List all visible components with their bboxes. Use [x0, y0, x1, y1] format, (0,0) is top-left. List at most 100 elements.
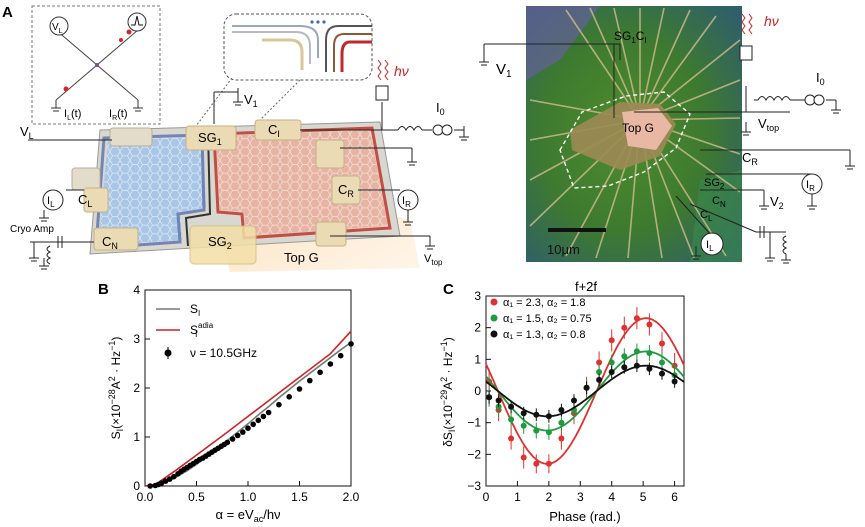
- data-point: [245, 425, 251, 432]
- label-il: IL: [47, 195, 55, 209]
- data-point: [659, 340, 665, 347]
- data-point: [558, 407, 565, 413]
- y-tick-label: 0: [474, 384, 481, 398]
- voltage-source-icon: [49, 16, 69, 36]
- ground-icon: [233, 101, 243, 106]
- inset-electron-dot: [322, 20, 326, 24]
- panel-b-label: B: [98, 281, 109, 298]
- y-tick-label: −2: [467, 447, 481, 461]
- data-point: [671, 378, 678, 385]
- inset-particle-3: [63, 86, 69, 92]
- x-tick-label: 3: [577, 490, 584, 504]
- data-point: [621, 324, 628, 331]
- micrograph-top-gate: [622, 108, 672, 150]
- y-tick-label: 3: [474, 289, 481, 303]
- lead: [639, 15, 717, 121]
- mlabel-sg1ci: SG1CI: [614, 29, 647, 45]
- inset-electron-dot: [316, 20, 320, 24]
- inset-qpc-dot: [95, 63, 99, 67]
- panel-b-legend: SI Sadia I ν = 10.5GHz: [156, 302, 257, 360]
- x-tick-label: 1.0: [240, 490, 257, 504]
- data-point: [545, 429, 552, 436]
- label-cl: CL: [78, 192, 92, 209]
- data-point: [234, 432, 241, 439]
- contact-top-left: [109, 127, 153, 147]
- data-point: [307, 377, 313, 384]
- edge-channel-zoom-inset: [223, 13, 373, 81]
- ground-icon: [741, 131, 751, 136]
- data-point: [508, 403, 515, 410]
- legend-label-series-3: α₁ = 1.3, α₂ = 0.8: [503, 329, 585, 341]
- panel-c-x-axis-label: Phase (rad.): [549, 509, 621, 524]
- data-point: [621, 364, 628, 371]
- x-tick-label: 5: [640, 490, 647, 504]
- wiring: [28, 88, 469, 270]
- data-point: [596, 369, 603, 375]
- x-tick-label: 0.0: [137, 490, 154, 504]
- current-source-icon: [441, 124, 453, 136]
- data-point: [296, 386, 303, 392]
- legend-label-data: ν = 10.5GHz: [190, 346, 257, 360]
- split-gate-1: [185, 125, 237, 151]
- mlabel-top-g: Top G: [622, 121, 654, 135]
- data-point: [608, 369, 615, 375]
- data-point: [327, 361, 334, 367]
- legend-marker-series-1: [490, 298, 498, 306]
- current-meter-il-icon: [700, 232, 724, 256]
- data-point: [229, 436, 236, 442]
- data-point: [508, 416, 515, 423]
- fit-curve: [485, 317, 685, 465]
- data-point: [486, 394, 493, 401]
- label-ci: CI: [268, 122, 280, 139]
- panel-c-plot-area: [485, 307, 685, 474]
- lead: [589, 7, 641, 121]
- current-meter-ir-icon: [801, 173, 823, 195]
- edge-channel-path: [232, 25, 319, 58]
- edge-channel-path: [333, 33, 372, 72]
- ground-icon: [765, 257, 775, 262]
- inset-particle-2: [119, 38, 123, 42]
- ground-icon: [831, 109, 841, 114]
- edge-channel-path: [232, 31, 311, 64]
- x-tick-label: 0: [483, 490, 490, 504]
- ground-icon: [51, 100, 61, 112]
- mlabel-cl: CL: [700, 209, 713, 223]
- ground-icon: [459, 136, 469, 141]
- fit-curve: [485, 364, 685, 418]
- inductor-icon: [782, 235, 788, 255]
- panel-b-axes-frame: [144, 289, 352, 487]
- data-point: [659, 370, 665, 377]
- panel-a-label: A: [2, 4, 13, 21]
- data-point: [224, 439, 231, 446]
- ground-icon: [479, 61, 489, 66]
- micrograph-purple-region: [526, 6, 600, 80]
- mlabel-i0: I0: [816, 70, 825, 87]
- scale-bar-label: 10μm: [547, 242, 580, 257]
- label-cn: CN: [102, 234, 118, 251]
- lead: [639, 9, 691, 121]
- ground-icon: [781, 259, 791, 264]
- data-point: [520, 410, 527, 417]
- panel-c: C f+2f 0 1 2 3 4 5 6 −3 −2 −1 0 1 2 3 δSI(×10−29A2 · …: [439, 279, 685, 524]
- y-tick-label: −1: [467, 416, 481, 430]
- data-point: [621, 353, 628, 360]
- data-point: [240, 429, 246, 435]
- ground-icon: [407, 161, 417, 166]
- data-point: [596, 359, 603, 366]
- panel-b-y-axis-label: SI(×10−28A2 · Hz−1): [107, 337, 125, 440]
- ground-icon: [29, 257, 39, 262]
- microwave-wave-icon: [377, 59, 389, 81]
- panel-a: A VL IL(t) IR(t): [2, 4, 469, 272]
- ground-icon: [759, 205, 769, 210]
- x-tick-label: 1: [514, 490, 521, 504]
- ground-icon: [691, 255, 701, 260]
- data-point: [545, 413, 552, 420]
- data-point: [317, 369, 323, 376]
- ground-icon: [845, 165, 855, 170]
- label-vl: VL: [20, 124, 34, 141]
- ground-icon: [39, 265, 49, 270]
- legend-label-si: SI: [190, 302, 200, 318]
- label-sg2: SG2: [208, 234, 232, 251]
- data-point: [286, 394, 293, 400]
